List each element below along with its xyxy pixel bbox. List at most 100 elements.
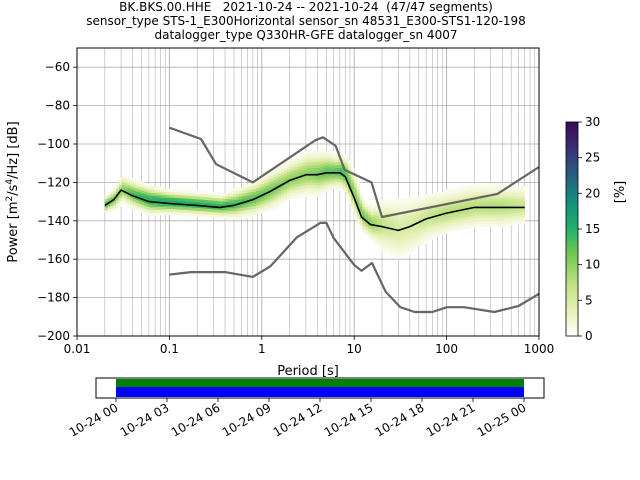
- density-cell: [157, 189, 162, 193]
- density-cell: [116, 205, 120, 210]
- density-cell: [482, 214, 486, 219]
- density-cell: [281, 166, 285, 170]
- density-cell: [519, 203, 523, 207]
- density-cell: [297, 171, 302, 175]
- density-cell: [174, 194, 178, 198]
- density-cell: [269, 192, 274, 196]
- density-cell: [429, 216, 433, 220]
- density-cell: [390, 220, 394, 224]
- density-cell: [216, 197, 220, 202]
- density-cell: [412, 233, 416, 237]
- density-cell: [502, 214, 506, 219]
- density-cell: [185, 206, 190, 211]
- density-cell: [435, 208, 439, 212]
- density-cell: [289, 184, 293, 188]
- density-cell: [395, 238, 400, 242]
- density-cell: [155, 192, 159, 196]
- density-cell: [426, 197, 430, 202]
- density-cell: [118, 177, 123, 181]
- density-cell: [241, 190, 246, 194]
- density-cell: [474, 214, 478, 219]
- density-cell: [513, 213, 517, 217]
- density-cell: [141, 187, 145, 191]
- density-cell: [474, 186, 478, 190]
- density-cell: [121, 178, 125, 183]
- density-cell: [250, 212, 254, 216]
- density-cell: [356, 183, 360, 187]
- density-cell: [384, 199, 388, 203]
- density-cell: [339, 167, 344, 171]
- density-cell: [491, 220, 495, 224]
- density-cell: [188, 207, 192, 211]
- density-cell: [359, 199, 363, 203]
- density-cell: [471, 195, 475, 199]
- density-cell: [407, 197, 411, 201]
- density-cell: [457, 224, 461, 228]
- density-cell: [169, 205, 173, 210]
- y-tick-label: −180: [37, 291, 70, 305]
- density-cell: [381, 243, 386, 247]
- density-cell: [152, 186, 156, 191]
- density-cell: [261, 177, 265, 182]
- density-cell: [323, 149, 327, 154]
- density-cell: [474, 183, 478, 187]
- density-cell: [255, 179, 260, 183]
- density-cell: [471, 186, 475, 190]
- density-cell: [488, 214, 492, 219]
- density-cell: [300, 159, 304, 164]
- density-cell: [395, 247, 400, 251]
- density-cell: [435, 196, 439, 201]
- density-cell: [342, 177, 346, 181]
- density-cell: [376, 233, 380, 237]
- density-cell: [443, 216, 447, 220]
- density-cell: [449, 228, 453, 232]
- density-cell: [247, 198, 251, 202]
- density-cell: [160, 209, 164, 213]
- density-cell: [174, 200, 178, 204]
- density-cell: [258, 192, 262, 197]
- density-cell: [141, 207, 145, 211]
- density-cell: [113, 207, 117, 212]
- density-cell: [353, 190, 358, 194]
- density-cell: [440, 200, 444, 204]
- density-cell: [493, 188, 498, 193]
- density-cell: [317, 176, 321, 180]
- density-cell: [379, 242, 383, 246]
- density-cell: [155, 198, 159, 202]
- density-cell: [488, 186, 492, 190]
- density-cell: [144, 188, 148, 192]
- density-cell: [155, 189, 159, 193]
- density-cell: [213, 203, 218, 207]
- density-cell: [219, 198, 223, 202]
- density-cell: [381, 212, 386, 216]
- density-cell: [292, 163, 296, 168]
- density-cell: [314, 159, 318, 163]
- density-cell: [353, 193, 358, 197]
- density-cell: [208, 194, 212, 198]
- density-cell: [222, 212, 226, 217]
- density-cell: [132, 193, 137, 197]
- density-cell: [191, 213, 195, 217]
- density-cell: [463, 188, 467, 192]
- density-cell: [460, 212, 464, 216]
- density-cell: [211, 208, 215, 213]
- density-cell: [152, 195, 156, 199]
- density-cell: [437, 195, 442, 199]
- density-cell: [116, 191, 120, 195]
- density-cell: [409, 212, 414, 216]
- density-cell: [311, 176, 316, 180]
- density-cell: [289, 173, 293, 177]
- density-cell: [124, 200, 128, 204]
- density-cell: [463, 197, 467, 201]
- density-cell: [407, 246, 411, 250]
- density-cell: [468, 213, 472, 217]
- density-cell: [110, 205, 114, 209]
- density-cell: [309, 150, 313, 154]
- density-cell: [437, 224, 442, 228]
- density-cell: [292, 184, 296, 188]
- density-cell: [449, 194, 453, 198]
- density-cell: [379, 245, 383, 249]
- density-cell: [435, 220, 439, 224]
- density-cell: [404, 247, 408, 252]
- density-cell: [387, 198, 391, 202]
